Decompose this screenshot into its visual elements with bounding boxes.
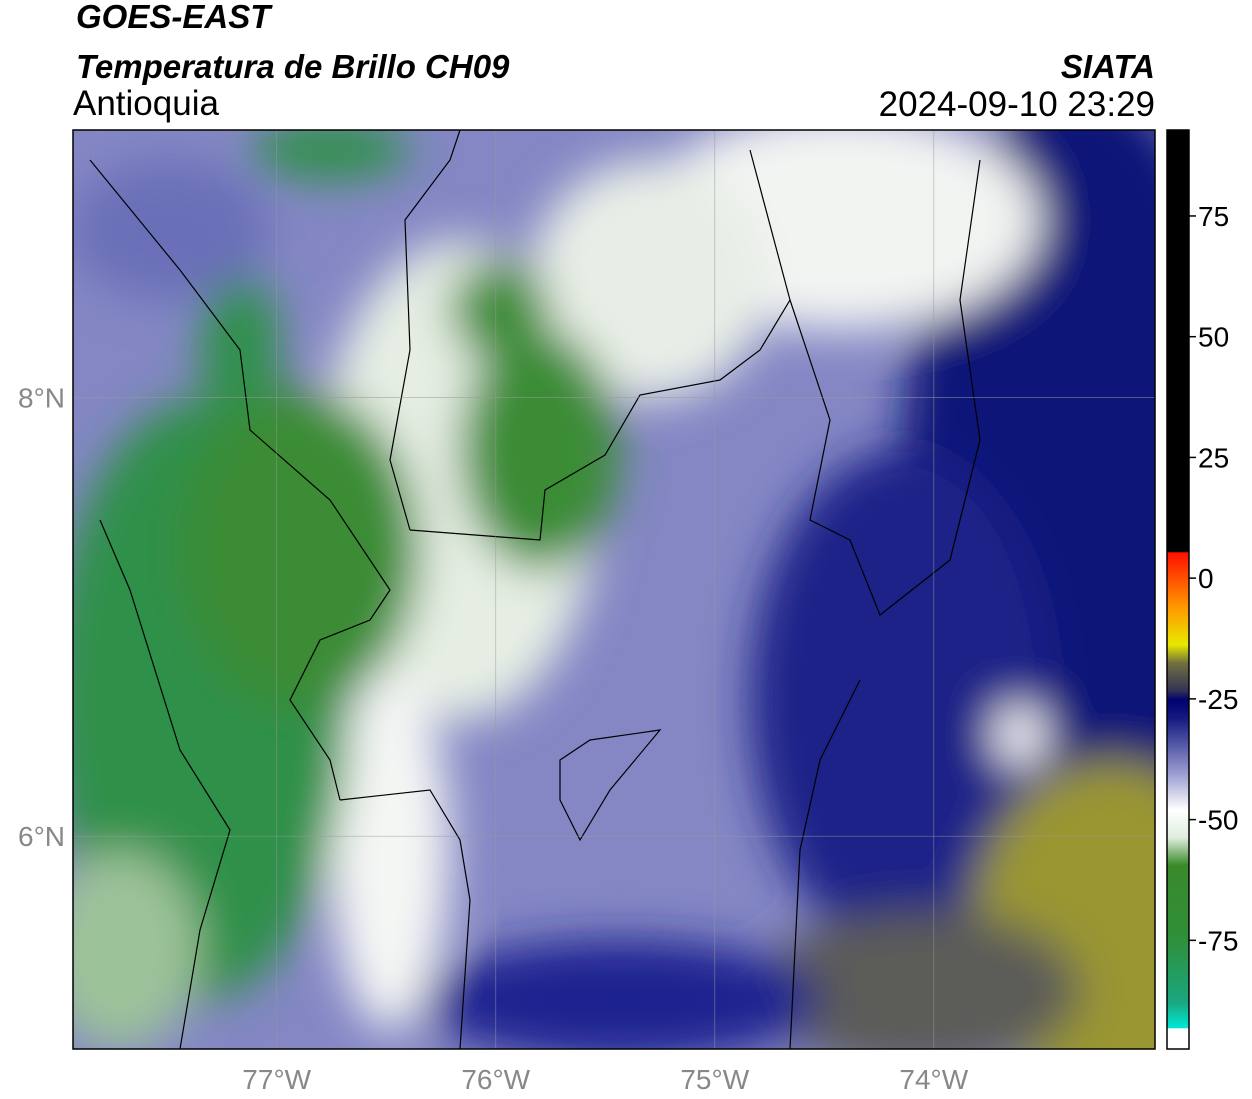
y-tick-label: 8°N bbox=[18, 383, 65, 414]
region: Antioquia bbox=[73, 84, 219, 123]
colorbar-tick-label: -25 bbox=[1198, 684, 1238, 715]
title: GOES-EAST bbox=[76, 0, 273, 35]
colorbar-tick-label: 75 bbox=[1198, 201, 1229, 232]
map-frame bbox=[72, 129, 1156, 1050]
satellite-image bbox=[73, 130, 1155, 1049]
colorbar-tick-label: 50 bbox=[1198, 322, 1229, 353]
source: SIATA bbox=[1061, 48, 1155, 85]
x-tick-label: 75°W bbox=[680, 1064, 749, 1095]
colorbar-tick-label: -50 bbox=[1198, 805, 1238, 836]
x-tick-label: 76°W bbox=[461, 1064, 530, 1095]
y-tick-label: 6°N bbox=[18, 821, 65, 852]
x-tick-label: 77°W bbox=[242, 1064, 311, 1095]
colorbar-tick-label: -75 bbox=[1198, 925, 1238, 956]
graticule bbox=[73, 130, 1155, 1049]
x-tick-label: 74°W bbox=[899, 1064, 968, 1095]
colorbar-tick-label: 0 bbox=[1198, 563, 1214, 594]
colorbar-tick-label: 25 bbox=[1198, 442, 1229, 473]
datetime: 2024-09-10 23:29 bbox=[879, 85, 1155, 124]
colorbar bbox=[1166, 129, 1190, 1050]
subtitle: Temperatura de Brillo CH09 bbox=[76, 48, 510, 85]
